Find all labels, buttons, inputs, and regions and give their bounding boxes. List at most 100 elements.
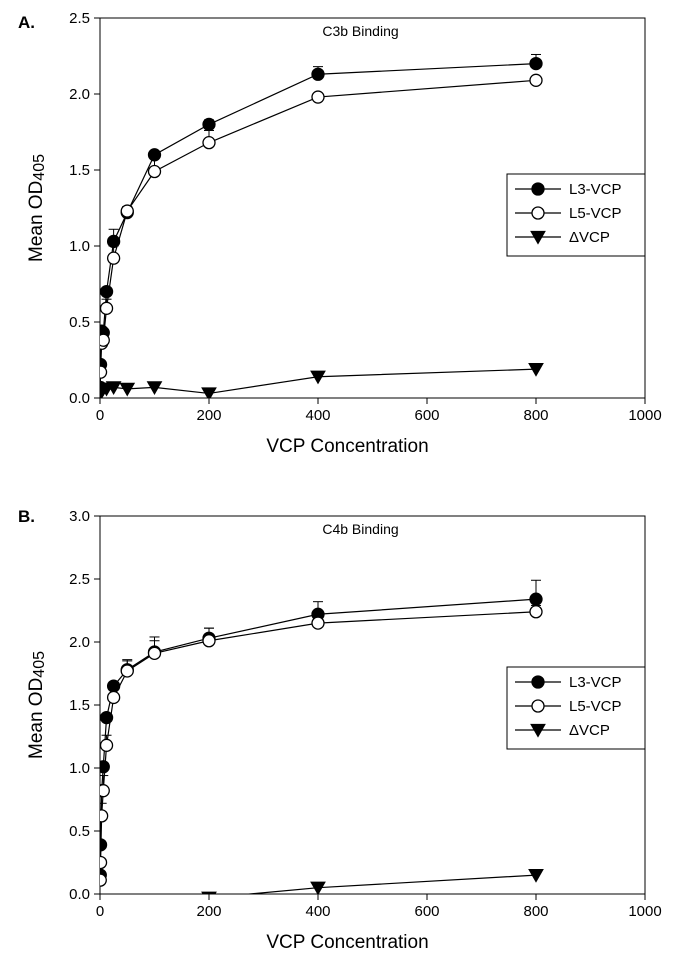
legend: L3-VCP L5-VCP ΔVCP	[506, 173, 646, 257]
legend-label: ΔVCP	[569, 722, 610, 739]
x-tick-label: 0	[96, 407, 104, 424]
x-tick-label: 800	[523, 407, 548, 424]
series-1-point	[106, 251, 121, 265]
y-tick-label: 0.5	[69, 314, 90, 331]
y-axis-title-main: Mean OD	[26, 181, 47, 262]
series-2-point	[119, 382, 136, 397]
series-0-point	[311, 67, 325, 81]
y-axis-title-sub: 405	[31, 154, 48, 181]
y-tick-label: 2.5	[69, 10, 90, 27]
legend-marker	[531, 675, 545, 689]
x-tick-label: 400	[305, 407, 330, 424]
series-2-point	[528, 363, 544, 377]
series-0-line	[100, 598, 537, 876]
x-tick-label: 600	[414, 407, 439, 424]
y-tick-label: 0.0	[69, 886, 90, 903]
series-2-point	[528, 869, 544, 883]
plot-title: C3b Binding	[322, 23, 398, 39]
plot-area	[100, 53, 544, 398]
legend: L3-VCP L5-VCP ΔVCP	[506, 666, 646, 750]
series-1-point	[311, 616, 325, 630]
series-1-point	[120, 664, 134, 678]
series-0-point	[529, 592, 543, 606]
series-2-point	[105, 381, 122, 396]
y-tick-label: 2.0	[69, 86, 90, 103]
series-2-point	[201, 891, 217, 894]
y-tick-label: 2.0	[69, 634, 90, 651]
series-0-point	[100, 760, 110, 774]
legend-marker	[531, 182, 545, 196]
x-tick-label: 1000	[628, 407, 661, 424]
x-tick-label: 800	[523, 903, 548, 920]
series-1-point	[311, 90, 325, 104]
series-1-point	[529, 73, 543, 87]
legend-marker	[530, 230, 546, 245]
series-1-point	[100, 784, 110, 798]
x-tick-label: 1000	[628, 903, 661, 920]
y-axis-title: Mean OD405	[26, 651, 48, 759]
series-0-point	[529, 56, 543, 71]
legend-marker	[531, 699, 545, 713]
legend-box	[506, 666, 646, 750]
series-2-point	[148, 895, 162, 907]
series-1-point	[202, 135, 216, 150]
series-0-point	[202, 117, 216, 132]
legend-label: L3-VCP	[569, 674, 622, 691]
legend-label: L5-VCP	[569, 698, 622, 715]
x-tick-label: 0	[96, 903, 104, 920]
series-1-point	[147, 164, 162, 179]
y-tick-label: 0.5	[69, 823, 90, 840]
series-1-point	[100, 809, 109, 823]
series-2-point	[310, 370, 326, 385]
series-1-point	[202, 634, 216, 648]
series-2-point	[310, 881, 326, 894]
series-2-point	[201, 387, 217, 398]
y-tick-label: 0.0	[69, 390, 90, 407]
series-0-point	[100, 710, 114, 725]
x-tick-label: 200	[196, 407, 221, 424]
y-tick-label: 1.5	[69, 162, 90, 179]
y-axis-title-sub: 405	[31, 651, 48, 678]
plot-area	[100, 579, 544, 907]
y-axis-title: Mean OD405	[26, 154, 48, 262]
plot-title: C4b Binding	[322, 521, 398, 537]
y-axis-title-main: Mean OD	[26, 678, 47, 759]
x-tick-label: 200	[196, 903, 221, 920]
x-tick-label: 600	[414, 903, 439, 920]
series-2-point	[146, 381, 163, 396]
y-tick-label: 1.0	[69, 238, 90, 255]
series-1-point	[120, 204, 134, 218]
legend-label: L3-VCP	[569, 181, 622, 198]
y-tick-label: 1.0	[69, 760, 90, 777]
chart-panel-1: B. C4b Binding 0 200 400 600 800 1000 0.0 0.5 1.0 1…	[18, 507, 662, 953]
chart-panel-0: A. C3b Binding 0 200 400 600 800 1000 0.0 0.5 1.0 1…	[18, 10, 662, 457]
series-1-point	[100, 873, 107, 887]
y-tick-label: 3.0	[69, 508, 90, 525]
series-1-point	[529, 605, 543, 619]
series-1-point	[100, 365, 108, 379]
series-1-point	[147, 646, 162, 660]
panel-label: B.	[18, 507, 35, 526]
x-axis-title: VCP Concentration	[266, 436, 428, 457]
series-1-point	[100, 738, 114, 752]
series-1-line	[100, 79, 537, 389]
x-tick-label: 400	[305, 903, 330, 920]
series-0-point	[100, 284, 114, 299]
series-2-point	[120, 895, 134, 907]
series-1-point	[100, 301, 114, 315]
panel-label: A.	[18, 13, 35, 32]
legend-marker	[530, 723, 546, 738]
series-1-point	[106, 690, 121, 705]
legend-marker	[531, 206, 545, 220]
series-1-point	[100, 855, 108, 870]
series-1-point	[100, 333, 110, 347]
y-tick-label: 2.5	[69, 571, 90, 588]
legend-box	[506, 173, 646, 257]
legend-label: ΔVCP	[569, 229, 610, 246]
legend-label: L5-VCP	[569, 205, 622, 222]
series-0-line	[100, 63, 537, 388]
series-1-line	[100, 611, 537, 881]
y-tick-label: 1.5	[69, 697, 90, 714]
x-axis-title: VCP Concentration	[266, 932, 428, 953]
